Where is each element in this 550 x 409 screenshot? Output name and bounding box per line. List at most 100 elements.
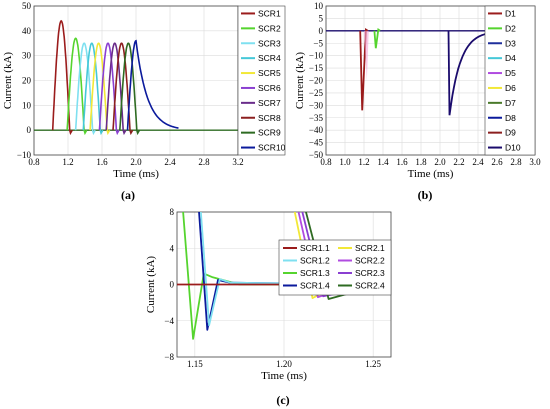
y-tick-label: 10 (314, 1, 324, 11)
x-tick-label: 1.2 (358, 157, 369, 167)
x-tick-label: 1.2 (62, 157, 73, 167)
x-tick-label: 1.25 (365, 359, 381, 369)
legend-label: D7 (505, 98, 516, 108)
y-tick-label: 4 (170, 243, 175, 253)
series-line (98, 42, 120, 136)
x-tick-label: 2.0 (130, 157, 142, 167)
x-tick-label: 0.8 (28, 157, 40, 167)
series-line (74, 42, 96, 136)
y-tick-label: −40 (309, 125, 324, 135)
y-axis-label: Current (kA) (145, 256, 157, 313)
legend-label: SCR1.2 (300, 256, 330, 266)
x-tick-label: 1.8 (415, 157, 427, 167)
legend-label: D6 (505, 83, 516, 93)
x-axis-label: Time (ms) (261, 370, 307, 382)
legend-label: SCR10 (258, 143, 286, 153)
y-tick-label: 5 (319, 13, 324, 23)
y-tick-label: 0 (27, 125, 32, 135)
y-tick-label: 50 (22, 1, 32, 11)
y-tick-label: 10 (22, 100, 32, 110)
y-tick-label: −35 (309, 113, 324, 123)
series-line (112, 42, 134, 136)
legend-label: SCR2.3 (355, 268, 385, 278)
x-tick-label: 2.0 (434, 157, 446, 167)
chart-c: 1.15 1.20 1.25 −8 −4 0 4 8 Time (ms) Current (kA)… (145, 207, 392, 407)
legend-label: D4 (505, 53, 516, 63)
pulse-line (359, 28, 369, 111)
legend-label: SCR4 (258, 53, 281, 63)
chart-b: 0.8 1.0 1.2 1.4 1.6 1.8 2.0 2.2 2.4 2.6 2.8 3.0−50−… (294, 1, 541, 202)
legend-box (484, 5, 536, 156)
series-group (51, 19, 179, 136)
legend-label: D8 (505, 113, 516, 123)
x-tick-label: 1.6 (396, 157, 408, 167)
legend-label: D1 (505, 8, 516, 18)
legend-label: SCR1.4 (300, 281, 330, 291)
series-line (105, 42, 127, 136)
x-tick-label: 1.15 (187, 359, 203, 369)
x-tick-label: 1.20 (276, 359, 292, 369)
y-tick-label: 8 (170, 207, 175, 217)
y-tick-label: −10 (17, 150, 32, 160)
legend-box (237, 5, 286, 156)
legend-label: SCR2.2 (355, 256, 385, 266)
legend-label: SCR6 (258, 83, 281, 93)
legend-label: SCR9 (258, 128, 281, 138)
legend-label: SCR8 (258, 113, 281, 123)
legend-label: SCR2.1 (355, 243, 385, 253)
y-tick-label: −15 (309, 63, 324, 73)
x-tick-label: 0.8 (320, 157, 332, 167)
y-tick-label: −25 (309, 88, 324, 98)
legend-label: SCR7 (258, 98, 281, 108)
series-line (82, 42, 104, 136)
y-tick-label: −20 (309, 76, 324, 86)
legend-box (278, 239, 392, 296)
y-tick-label: 30 (22, 51, 32, 61)
pulse-line (373, 28, 381, 49)
x-tick-label: 2.4 (164, 157, 176, 167)
series-line (66, 37, 88, 136)
panel-label: (c) (276, 393, 289, 407)
y-tick-label: 20 (22, 76, 32, 86)
x-axis-label: Time (ms) (113, 168, 159, 180)
x-tick-label: 2.6 (491, 157, 503, 167)
legend-label: SCR1.1 (300, 243, 330, 253)
legend-label: SCR1.3 (300, 268, 330, 278)
y-tick-label: −8 (164, 352, 174, 362)
y-tick-label: 40 (22, 26, 32, 36)
y-tick-label: 0 (170, 280, 175, 290)
x-tick-label: 1.4 (377, 157, 389, 167)
legend-label: SCR2.4 (355, 281, 385, 291)
x-tick-label: 2.4 (472, 157, 484, 167)
x-tick-label: 2.2 (453, 157, 464, 167)
panel-label: (b) (418, 188, 433, 202)
x-tick-label: 3.0 (529, 157, 541, 167)
y-tick-label: −30 (309, 100, 324, 110)
x-tick-label: 2.8 (198, 157, 210, 167)
legend-label: D5 (505, 68, 516, 78)
chart-a: 0.8 1.2 1.6 2.0 2.4 2.8 3.2 −10 0 10 20 30 40 50 Time … (2, 1, 286, 202)
series-line (89, 42, 111, 136)
y-tick-label: 0 (319, 26, 324, 36)
y-tick-label: −4 (164, 316, 174, 326)
x-tick-label: 1.6 (96, 157, 108, 167)
x-axis-label: Time (ms) (408, 168, 454, 180)
series-line (119, 42, 141, 136)
legend-label: SCR5 (258, 68, 281, 78)
panel-label: (a) (121, 188, 135, 202)
legend-label: D10 (505, 143, 521, 153)
y-axis-label: Current (kA) (2, 52, 14, 109)
y-axis-label: Current (kA) (294, 52, 306, 109)
pulse-shade (364, 30, 369, 81)
series-line (51, 19, 73, 136)
legend-label: SCR3 (258, 38, 281, 48)
series-line (126, 39, 179, 131)
legend-label: SCR2 (258, 23, 281, 33)
legend-label: SCR1 (258, 8, 281, 18)
y-tick-label: −5 (313, 38, 323, 48)
y-tick-label: −10 (309, 51, 324, 61)
y-tick-label: −50 (309, 150, 324, 160)
legend-label: D9 (505, 128, 516, 138)
legend-label: D3 (505, 38, 516, 48)
